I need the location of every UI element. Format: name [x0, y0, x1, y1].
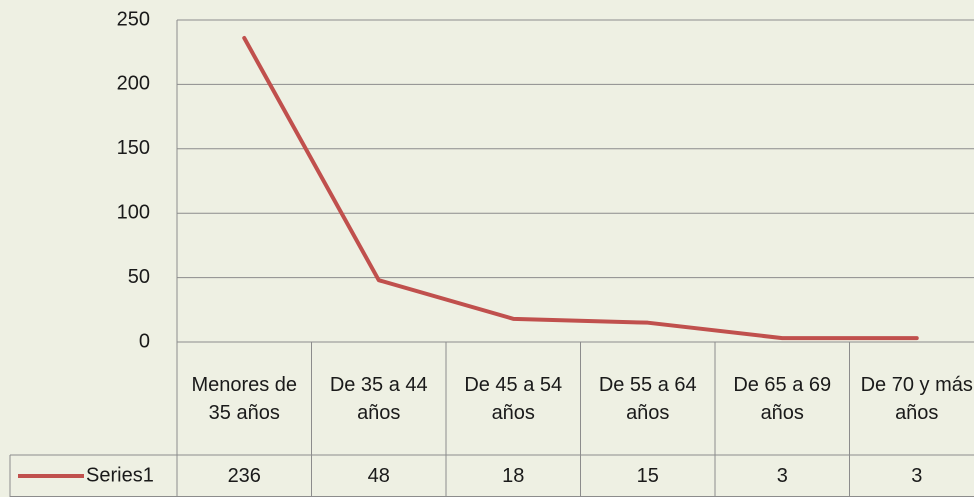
x-tick-label: De 55 a 64 años — [598, 373, 697, 424]
y-tick-label: 0 — [139, 330, 150, 352]
legend-label: Series1 — [86, 464, 154, 486]
y-tick-label: 250 — [117, 8, 150, 30]
data-label: 48 — [367, 465, 390, 487]
x-tick-label: De 45 a 54 años — [464, 373, 563, 424]
y-tick-label: 200 — [117, 73, 150, 95]
x-tick-label: De 35 a 44 años — [329, 373, 428, 424]
y-tick-label: 50 — [128, 266, 150, 288]
data-label: 15 — [636, 465, 659, 487]
x-tick-label: Menores de 35 años — [191, 373, 298, 424]
data-label: 3 — [911, 465, 923, 487]
y-tick-label: 150 — [117, 137, 150, 159]
data-label: 236 — [227, 465, 261, 487]
x-tick-label: De 65 a 69 años — [733, 373, 832, 424]
data-label: 3 — [776, 465, 788, 487]
data-label: 18 — [502, 465, 525, 487]
data-line — [242, 36, 919, 341]
x-tick-label: De 70 y más años — [860, 373, 973, 424]
y-tick-label: 100 — [117, 201, 150, 223]
